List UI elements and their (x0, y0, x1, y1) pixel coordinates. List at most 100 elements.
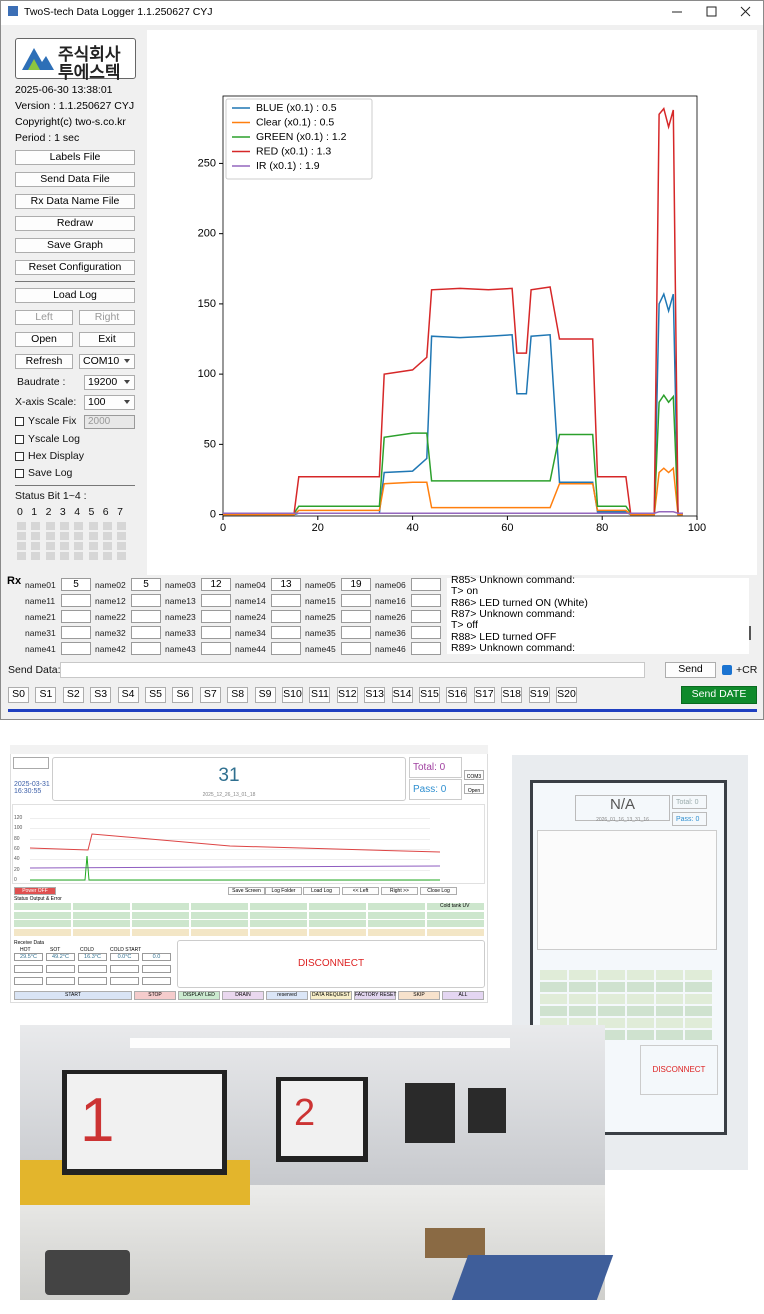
window-controls (8, 6, 751, 17)
tablet-cell (569, 1018, 596, 1028)
checkbox[interactable] (15, 452, 24, 461)
button[interactable]: Reset Configuration (15, 260, 135, 275)
slot-button[interactable]: S1 (35, 687, 57, 703)
button[interactable]: Left (15, 310, 73, 325)
app-icon (8, 6, 18, 16)
button[interactable]: Send DATE (681, 686, 757, 704)
tape-dispenser (45, 1250, 130, 1295)
checkbox[interactable] (15, 435, 24, 444)
slot-button[interactable]: S8 (227, 687, 249, 703)
slot-button[interactable]: S16 (446, 687, 468, 703)
slot-button[interactable]: S19 (528, 687, 550, 703)
power-button[interactable]: Power OFF (14, 887, 56, 895)
field-value (271, 610, 301, 623)
action-button[interactable]: START (14, 991, 132, 1000)
tool-button[interactable]: Log Folder (265, 887, 302, 895)
text-input[interactable] (60, 662, 645, 678)
button[interactable]: Redraw (15, 216, 135, 231)
button[interactable]: Send Data File (15, 172, 135, 187)
dropdown[interactable]: 19200 (84, 375, 135, 390)
action-button[interactable]: STOP (134, 991, 176, 1000)
action-button[interactable]: DRAIN (222, 991, 264, 1000)
slot-button[interactable]: S7 (199, 687, 221, 703)
button[interactable]: Load Log (15, 288, 135, 303)
field-value (61, 610, 91, 623)
button[interactable]: Labels File (15, 150, 135, 165)
slot-button[interactable]: S0 (8, 687, 29, 703)
button[interactable]: Exit (79, 332, 135, 347)
button[interactable]: Refresh (15, 354, 73, 369)
slot-button[interactable]: S5 (145, 687, 166, 703)
dropdown[interactable]: 100 (84, 395, 135, 410)
status-cell (14, 928, 71, 936)
tablet-cell (656, 982, 683, 992)
slot-button[interactable]: S11 (309, 687, 331, 703)
field-name: name06 (375, 580, 406, 590)
slot-button[interactable]: S17 (473, 687, 495, 703)
close[interactable] (740, 6, 751, 17)
tool-button[interactable]: Save Screen (228, 887, 265, 895)
checkbox[interactable] (15, 417, 24, 426)
status-bit (59, 532, 69, 540)
button[interactable]: Rx Data Name File (15, 194, 135, 209)
field-value (411, 626, 441, 639)
status-bit (45, 552, 55, 560)
action-button[interactable]: ALL (442, 991, 484, 1000)
slot-button[interactable]: S9 (254, 687, 276, 703)
button[interactable]: Right (79, 310, 135, 325)
action-button[interactable]: DATA REQUEST (310, 991, 352, 1000)
tablet-cell (627, 1030, 654, 1040)
slot-button[interactable]: S10 (282, 687, 303, 703)
status-bit (102, 532, 112, 540)
tablet-cell (540, 994, 567, 1004)
slot-button[interactable]: S14 (391, 687, 413, 703)
info-line: Period : 1 sec (15, 132, 80, 144)
dropdown[interactable]: COM10 (79, 354, 135, 369)
button[interactable]: Save Graph (15, 238, 135, 253)
tool-button[interactable]: Load Log (303, 887, 340, 895)
tool-button[interactable]: << Left (342, 887, 379, 895)
action-button[interactable]: reserved (266, 991, 308, 1000)
action-button[interactable]: FACTORY RESET (354, 991, 397, 1000)
plot-frame (222, 95, 698, 517)
slot-button[interactable]: S13 (364, 687, 386, 703)
button[interactable]: Send (665, 662, 716, 678)
action-button[interactable]: DISPLAY LED (178, 991, 220, 1000)
side-button[interactable]: COM3 (464, 770, 484, 780)
field-name: name34 (235, 628, 266, 638)
action-button[interactable]: SKIP (398, 991, 440, 1000)
status-cell (427, 911, 484, 919)
slot-button[interactable]: S20 (556, 687, 577, 703)
status-bit (117, 552, 127, 560)
pass: Pass: 0 (409, 779, 462, 800)
field-name: name46 (375, 644, 406, 654)
tablet-cell (540, 982, 567, 992)
slot-button[interactable]: S12 (336, 687, 358, 703)
status-cell-label: Cold tank UV (440, 903, 470, 909)
field-name: name24 (235, 612, 266, 622)
checkbox[interactable] (722, 665, 732, 675)
maximize[interactable] (706, 6, 717, 17)
side-button[interactable]: Open (464, 784, 484, 794)
slot-button[interactable]: S15 (419, 687, 440, 703)
button[interactable]: Open (15, 332, 73, 347)
section-title: Receive Data (14, 940, 45, 946)
parts-tray (425, 1228, 485, 1258)
field-name: name02 (95, 580, 126, 590)
temp-label: COLD START (110, 947, 142, 953)
mini-chart (12, 804, 485, 884)
scrollbar (749, 626, 751, 640)
slot-button[interactable]: S18 (501, 687, 523, 703)
tester-titlebar (10, 745, 488, 754)
slot-button[interactable]: S3 (90, 687, 112, 703)
legend-label: GREEN (x0.1) : 1.2 (256, 131, 347, 143)
mini-line (30, 833, 440, 853)
checkbox[interactable] (15, 469, 24, 478)
slot-button[interactable]: S6 (172, 687, 194, 703)
slot-button[interactable]: S4 (117, 687, 139, 703)
y-tick-label: 250 (198, 157, 216, 169)
tool-button[interactable]: Close Log (420, 887, 457, 895)
slot-button[interactable]: S2 (62, 687, 84, 703)
status-bit (31, 552, 41, 560)
tool-button[interactable]: Right >> (381, 887, 418, 895)
